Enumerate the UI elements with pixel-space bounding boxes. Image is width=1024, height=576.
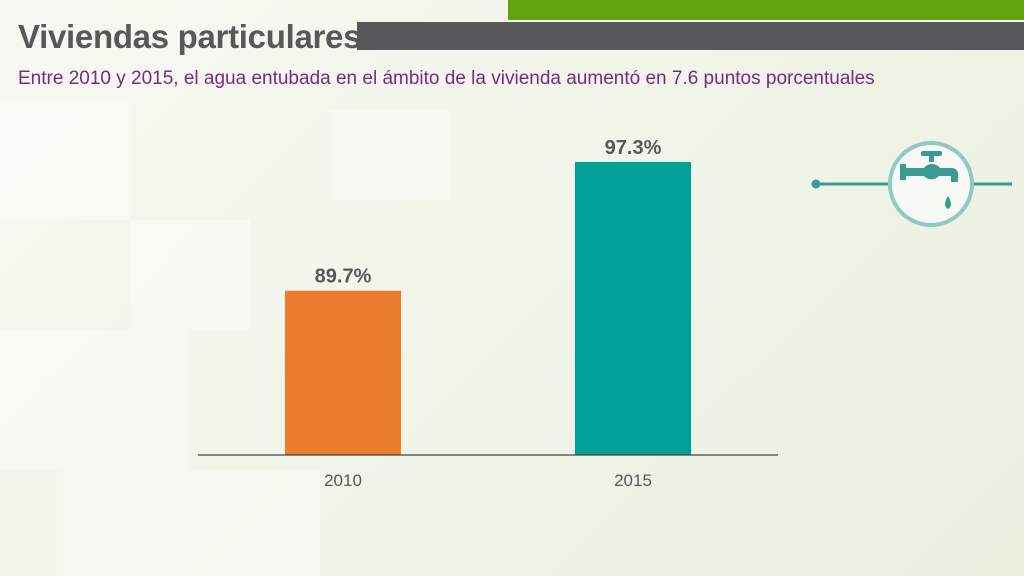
header-gray-band (357, 22, 1024, 50)
background-tile (60, 470, 320, 576)
x-tick-label-2010: 2010 (324, 471, 362, 490)
background-tile (0, 330, 190, 470)
background-tile (130, 220, 250, 330)
data-label-2015: 97.3% (605, 137, 662, 159)
bar-2015 (575, 162, 691, 456)
x-tick-label-2015: 2015 (614, 471, 652, 490)
background-tile (0, 100, 130, 220)
water-faucet-icon (808, 138, 1018, 234)
bar-2010 (285, 290, 401, 455)
data-label-2010: 89.7% (315, 266, 372, 288)
page-title: Viviendas particulares (18, 18, 362, 55)
page-subtitle: Entre 2010 y 2015, el agua entubada en e… (18, 68, 875, 89)
header-green-band (508, 0, 1024, 20)
background-tile (330, 110, 450, 200)
